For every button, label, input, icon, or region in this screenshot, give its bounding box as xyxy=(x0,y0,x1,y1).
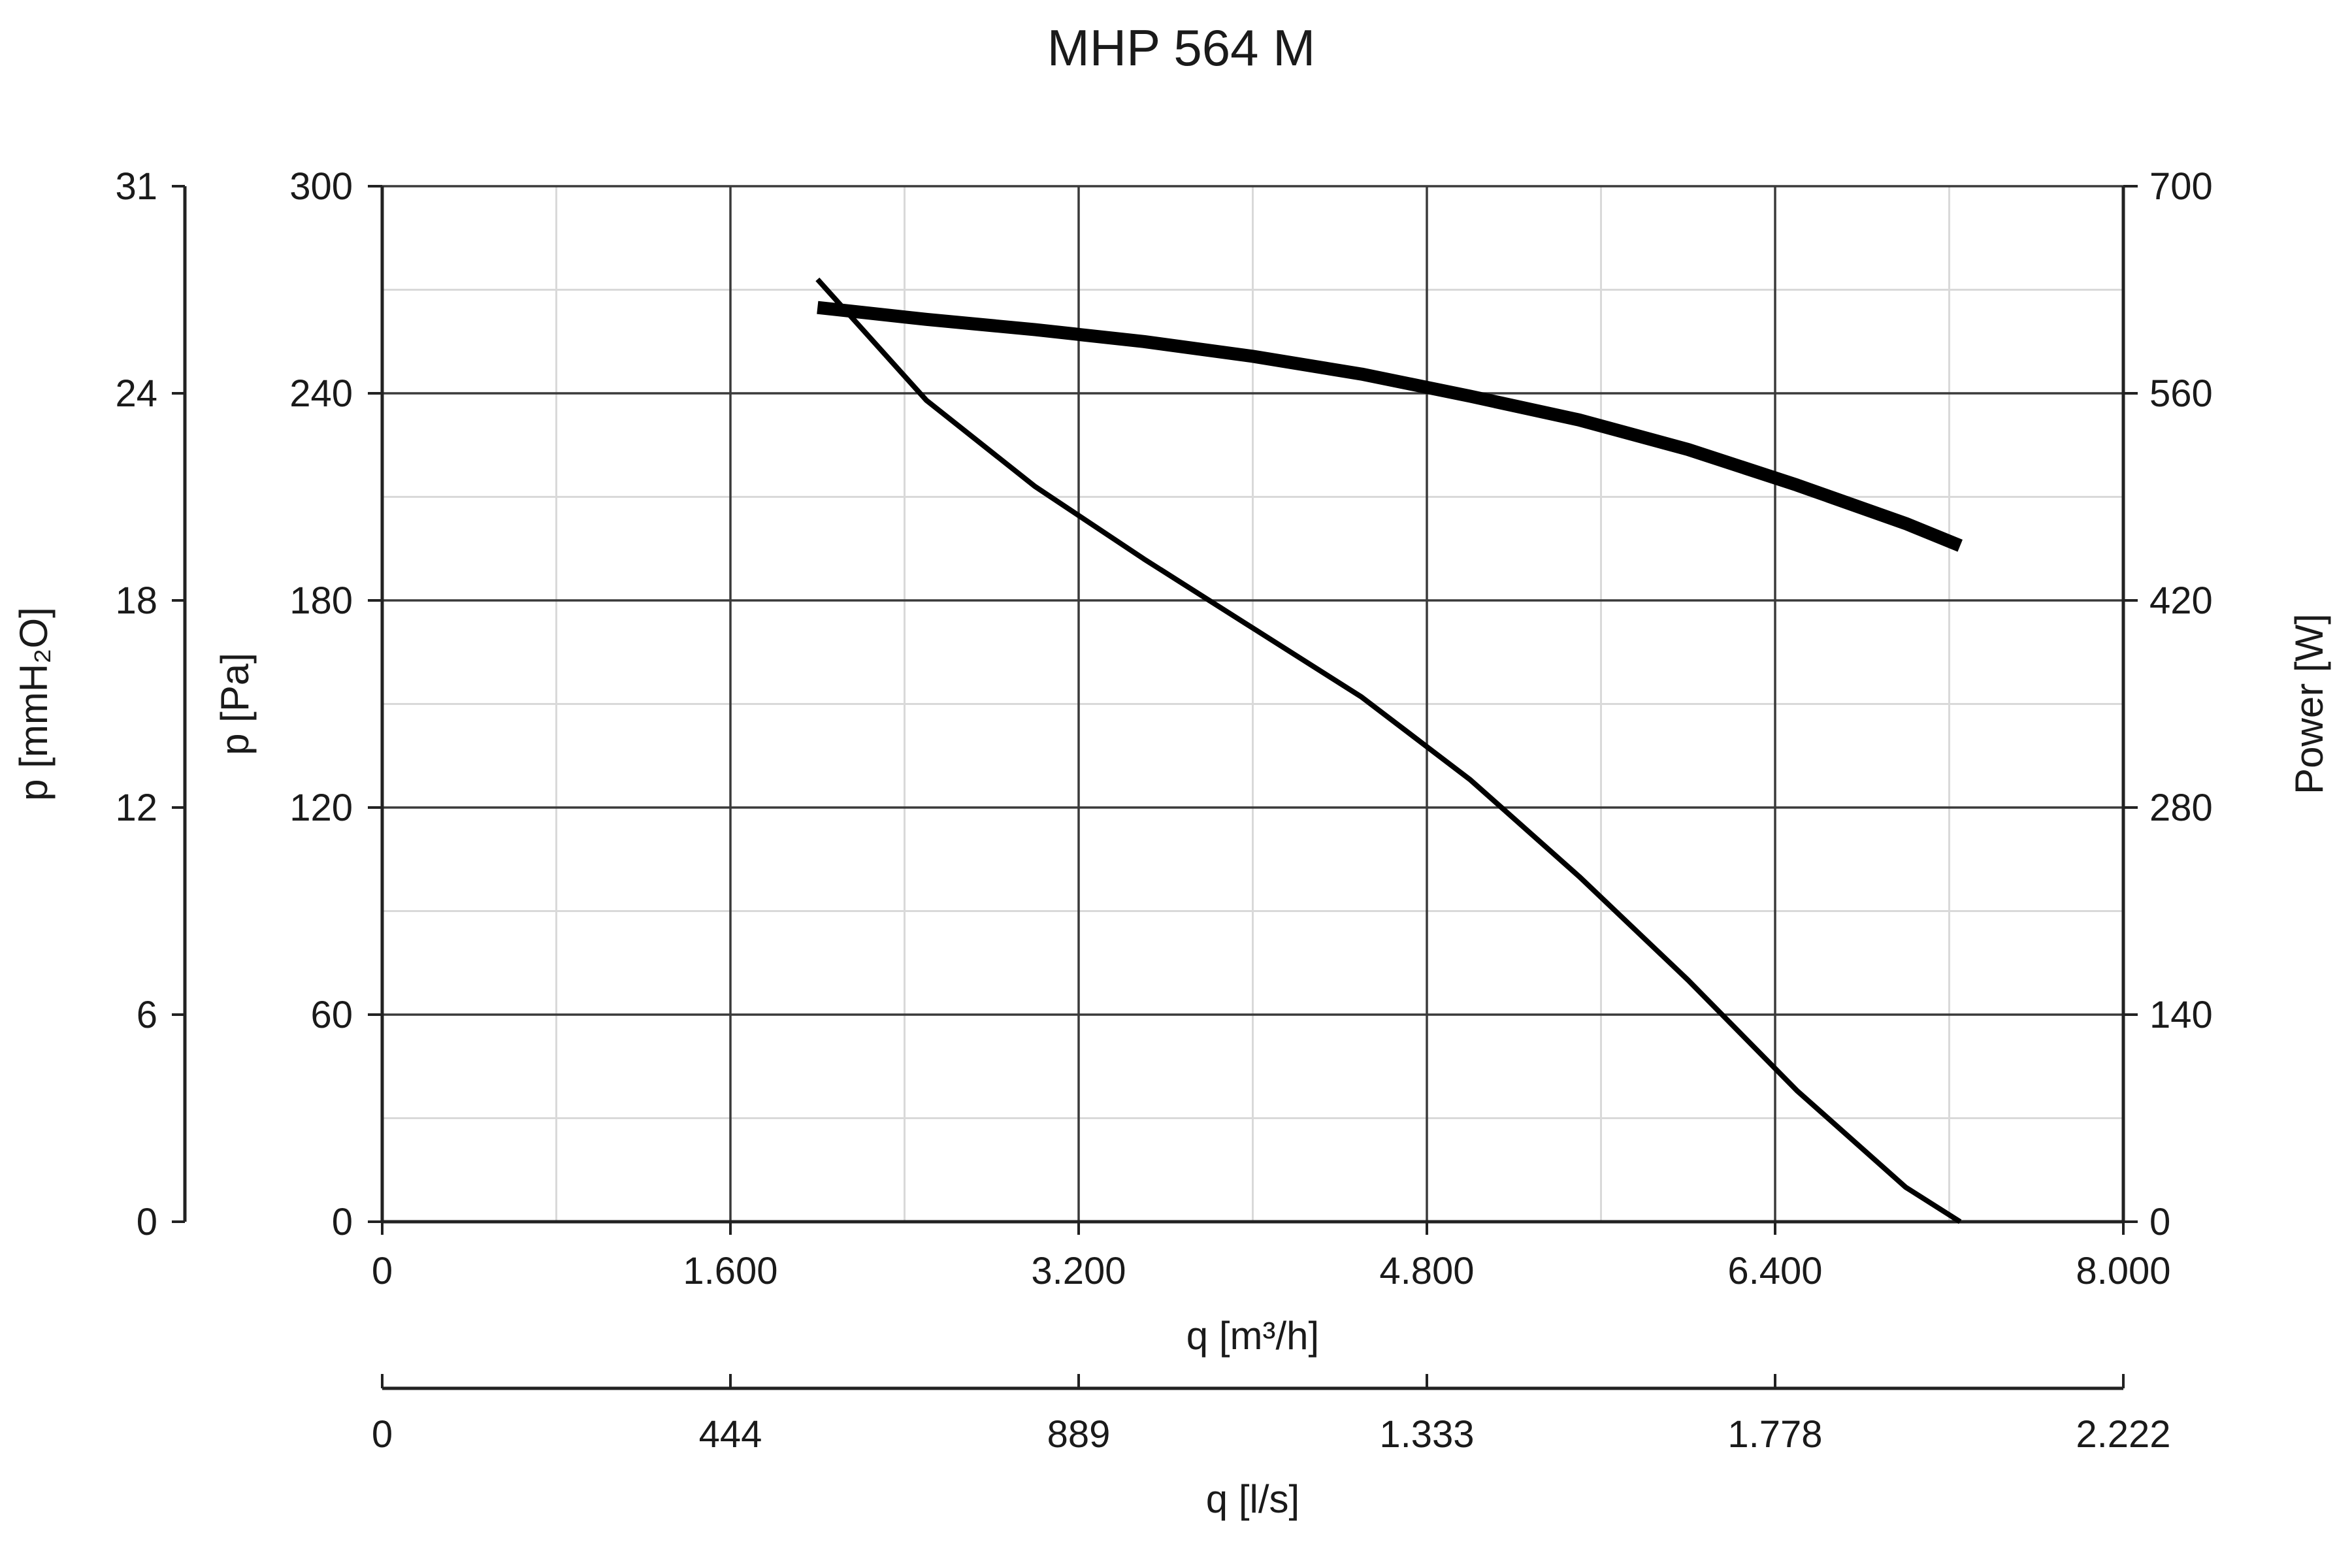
tick-label-y-pa: 120 xyxy=(289,787,353,829)
tick-labels: 0 60 120 180 240 300 0 6 12 18 24 31 0 140 280 420 560 70… xyxy=(115,165,2212,1456)
tick-label-x-ls: 1.778 xyxy=(1727,1413,1822,1456)
tick-label-y-mmh2o: 12 xyxy=(115,787,157,829)
tick-label-y-pa: 60 xyxy=(310,994,353,1036)
chart-title: MHP 564 M xyxy=(1047,19,1315,76)
tick-label-x-ls: 2.222 xyxy=(2076,1413,2170,1456)
tick-label-y-mmh2o: 18 xyxy=(115,580,157,622)
tick-label-y-mmh2o: 31 xyxy=(115,165,157,208)
tick-label-x-m3h: 0 xyxy=(372,1250,393,1292)
tick-label-y-power: 420 xyxy=(2149,580,2213,622)
tick-label-y-pa: 180 xyxy=(289,580,353,622)
tick-label-x-ls: 1.333 xyxy=(1379,1413,1474,1456)
y-axis-title-pa: p [Pa] xyxy=(213,653,257,755)
tick-label-x-m3h: 1.600 xyxy=(683,1250,777,1292)
tick-label-y-power: 0 xyxy=(2149,1201,2170,1243)
pressure-curve xyxy=(815,277,1962,1224)
x-axis-title-m3h: q [m³/h] xyxy=(1186,1314,1319,1358)
tick-label-y-power: 560 xyxy=(2149,372,2213,415)
tick-label-x-ls: 444 xyxy=(699,1413,762,1456)
tick-label-y-mmh2o: 24 xyxy=(115,372,157,415)
axis-titles: q [m³/h] q [l/s] p [Pa] p [mmH₂O] Power [W] xyxy=(12,607,2331,1521)
tick-label-y-pa: 240 xyxy=(289,372,353,415)
series-layer xyxy=(815,277,1963,1224)
tick-label-y-pa: 300 xyxy=(289,165,353,208)
tick-label-x-ls: 0 xyxy=(372,1413,393,1456)
power-curve xyxy=(817,301,1963,552)
tick-label-x-m3h: 4.800 xyxy=(1379,1250,1474,1292)
tick-label-y-mmh2o: 0 xyxy=(137,1201,157,1243)
tick-label-y-pa: 0 xyxy=(332,1201,353,1243)
tick-label-x-m3h: 3.200 xyxy=(1031,1250,1126,1292)
tick-label-y-power: 700 xyxy=(2149,165,2213,208)
axes xyxy=(172,185,2138,1390)
tick-label-y-mmh2o: 6 xyxy=(137,994,157,1036)
tick-label-y-power: 140 xyxy=(2149,994,2213,1036)
tick-label-x-m3h: 6.400 xyxy=(1727,1250,1822,1292)
x-axis-title-ls: q [l/s] xyxy=(1206,1477,1299,1521)
tick-label-x-m3h: 8.000 xyxy=(2076,1250,2170,1292)
y-axis-title-power: Power [W] xyxy=(2287,613,2331,794)
minor-grid xyxy=(382,186,2123,1222)
tick-label-y-power: 280 xyxy=(2149,787,2213,829)
y-axis-title-mmh2o: p [mmH₂O] xyxy=(12,607,56,801)
tick-label-x-ls: 889 xyxy=(1047,1413,1111,1456)
